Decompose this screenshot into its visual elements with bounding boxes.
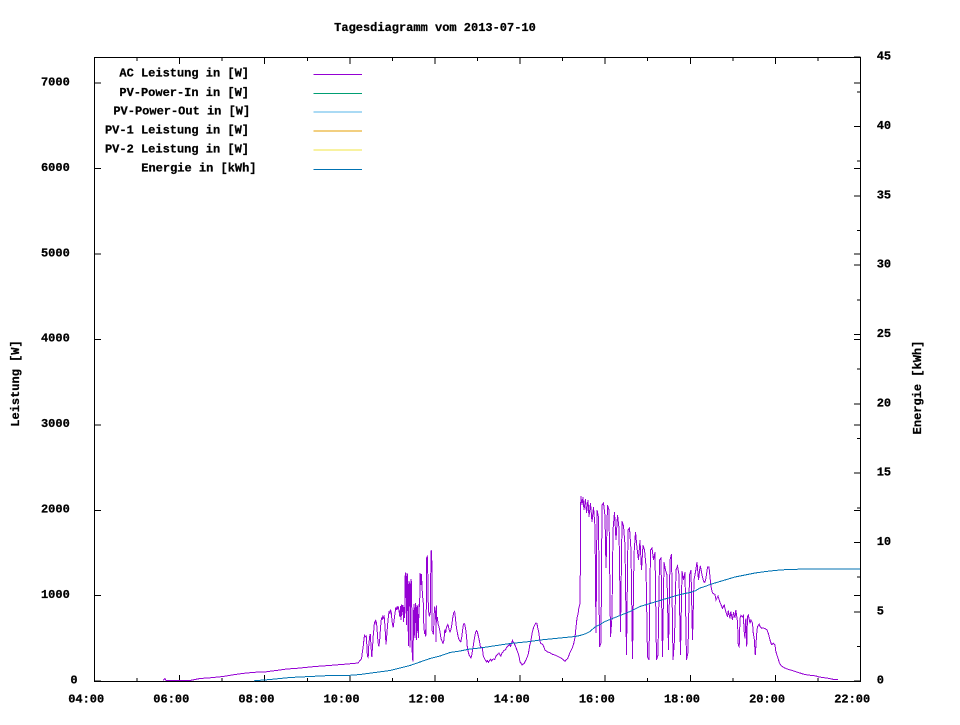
svg-text:45: 45 [877, 50, 891, 64]
svg-text:22:00: 22:00 [834, 692, 870, 706]
svg-text:5000: 5000 [41, 246, 70, 260]
svg-text:0: 0 [70, 674, 77, 688]
svg-text:3000: 3000 [41, 417, 70, 431]
svg-text:30: 30 [877, 258, 891, 272]
svg-text:7000: 7000 [41, 75, 70, 89]
svg-text:04:00: 04:00 [68, 692, 104, 706]
svg-text:40: 40 [877, 119, 891, 133]
svg-text:Tagesdiagramm vom 2013-07-10: Tagesdiagramm vom 2013-07-10 [334, 21, 536, 35]
svg-text:12:00: 12:00 [409, 692, 445, 706]
svg-text:08:00: 08:00 [238, 692, 274, 706]
svg-text:06:00: 06:00 [153, 692, 189, 706]
svg-text:20:00: 20:00 [749, 692, 785, 706]
svg-text:25: 25 [877, 327, 891, 341]
svg-text:AC Leistung in [W]: AC Leistung in [W] [119, 67, 249, 81]
svg-text:Energie in [kWh]: Energie in [kWh] [141, 162, 256, 176]
svg-text:6000: 6000 [41, 161, 70, 175]
svg-text:10:00: 10:00 [324, 692, 360, 706]
svg-text:14:00: 14:00 [494, 692, 530, 706]
svg-text:PV-2 Leistung in [W]: PV-2 Leistung in [W] [105, 142, 249, 156]
svg-text:PV-Power-In in [W]: PV-Power-In in [W] [119, 86, 249, 100]
svg-text:PV-Power-Out in [W]: PV-Power-Out in [W] [113, 105, 250, 119]
svg-text:Leistung [W]: Leistung [W] [9, 340, 23, 426]
svg-text:5: 5 [877, 604, 884, 618]
svg-text:PV-1 Leistung in [W]: PV-1 Leistung in [W] [105, 123, 249, 137]
svg-text:2000: 2000 [41, 503, 70, 517]
svg-text:16:00: 16:00 [579, 692, 615, 706]
svg-text:18:00: 18:00 [664, 692, 700, 706]
svg-text:15: 15 [877, 466, 891, 480]
svg-text:20: 20 [877, 396, 891, 410]
svg-text:4000: 4000 [41, 332, 70, 346]
svg-text:35: 35 [877, 188, 891, 202]
svg-text:0: 0 [877, 674, 884, 688]
svg-text:10: 10 [877, 535, 891, 549]
svg-text:Energie [kWh]: Energie [kWh] [911, 341, 925, 435]
svg-text:1000: 1000 [41, 588, 70, 602]
